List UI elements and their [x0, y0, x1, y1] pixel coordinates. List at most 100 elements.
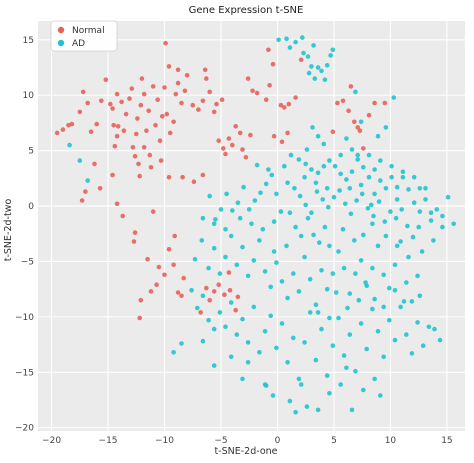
y-tick-label: −10 — [15, 313, 34, 323]
point-normal — [227, 288, 233, 293]
point-ad — [240, 244, 245, 250]
point-ad — [368, 202, 374, 208]
point-normal — [223, 151, 228, 157]
point-ad — [437, 337, 443, 343]
point-normal — [357, 128, 363, 133]
point-ad — [336, 315, 341, 321]
point-ad — [428, 210, 434, 215]
point-normal — [200, 172, 206, 178]
point-ad — [320, 197, 326, 202]
point-ad — [411, 174, 417, 180]
x-tick-label: 15 — [441, 436, 452, 446]
point-normal — [243, 155, 249, 160]
point-ad — [370, 306, 375, 312]
point-ad — [260, 227, 266, 232]
point-ad — [324, 286, 330, 292]
point-normal — [340, 98, 346, 104]
point-ad — [314, 189, 320, 194]
point-ad — [372, 296, 377, 302]
point-normal — [372, 100, 377, 106]
point-normal — [171, 119, 176, 125]
point-ad — [312, 76, 318, 81]
y-tick-label: 15 — [23, 36, 34, 46]
point-ad — [240, 376, 245, 382]
point-ad — [347, 332, 353, 337]
point-ad — [234, 332, 240, 337]
x-axis-label: t-SNE-2d-one — [214, 446, 277, 457]
point-ad — [311, 232, 316, 238]
point-normal — [139, 76, 145, 81]
point-normal — [88, 129, 94, 135]
point-normal — [111, 122, 116, 128]
point-ad — [358, 321, 364, 326]
point-normal — [285, 130, 290, 136]
point-ad — [274, 191, 279, 197]
point-ad — [274, 345, 279, 351]
x-tick-label: −20 — [42, 436, 61, 446]
point-normal — [267, 83, 272, 88]
x-tick-label: 5 — [331, 436, 337, 446]
point-normal — [200, 98, 206, 104]
point-ad — [359, 191, 365, 197]
point-ad — [310, 125, 315, 130]
point-normal — [153, 122, 158, 128]
point-ad — [284, 36, 289, 41]
point-normal — [132, 153, 138, 159]
point-normal — [155, 97, 160, 102]
point-ad — [378, 158, 383, 163]
point-ad — [258, 190, 263, 196]
point-ad — [254, 162, 260, 168]
point-ad — [211, 363, 217, 368]
point-ad — [406, 187, 411, 192]
point-ad — [361, 232, 366, 238]
point-ad — [327, 391, 332, 396]
point-ad — [333, 290, 339, 295]
point-normal — [167, 130, 173, 136]
point-ad — [376, 199, 382, 204]
point-normal — [119, 99, 124, 105]
point-normal — [66, 122, 71, 128]
point-normal — [85, 100, 90, 106]
point-normal — [94, 121, 99, 127]
point-normal — [175, 67, 181, 73]
point-normal — [123, 111, 129, 117]
data-points — [54, 35, 457, 415]
point-normal — [219, 97, 225, 102]
y-tick-label: 0 — [28, 202, 34, 212]
point-ad — [315, 170, 321, 176]
point-ad — [330, 271, 336, 276]
point-normal — [271, 133, 277, 139]
point-ad — [85, 178, 90, 183]
point-ad — [347, 186, 353, 191]
point-ad — [349, 169, 355, 174]
point-normal — [361, 146, 366, 151]
point-ad — [206, 317, 211, 323]
point-normal — [150, 84, 156, 89]
point-ad — [223, 227, 228, 232]
point-normal — [286, 101, 292, 107]
point-normal — [97, 186, 103, 191]
point-normal — [136, 161, 141, 167]
point-ad — [394, 197, 400, 202]
legend-marker-normal — [57, 26, 65, 34]
point-ad — [263, 181, 269, 187]
point-normal — [120, 213, 125, 219]
point-ad — [309, 64, 314, 69]
point-ad — [328, 53, 333, 58]
point-ad — [410, 234, 416, 240]
point-normal — [263, 97, 269, 102]
point-normal — [216, 282, 221, 288]
point-normal — [173, 91, 179, 97]
point-ad — [317, 240, 322, 245]
point-normal — [110, 106, 115, 111]
point-normal — [282, 105, 287, 110]
point-normal — [216, 138, 221, 143]
point-ad — [355, 157, 361, 162]
point-ad — [257, 238, 262, 243]
point-ad — [304, 404, 310, 409]
point-ad — [303, 202, 309, 208]
point-normal — [79, 198, 85, 203]
point-normal — [110, 172, 115, 178]
point-ad — [195, 305, 200, 311]
